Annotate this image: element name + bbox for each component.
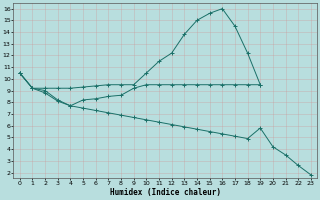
X-axis label: Humidex (Indice chaleur): Humidex (Indice chaleur)	[110, 188, 221, 197]
